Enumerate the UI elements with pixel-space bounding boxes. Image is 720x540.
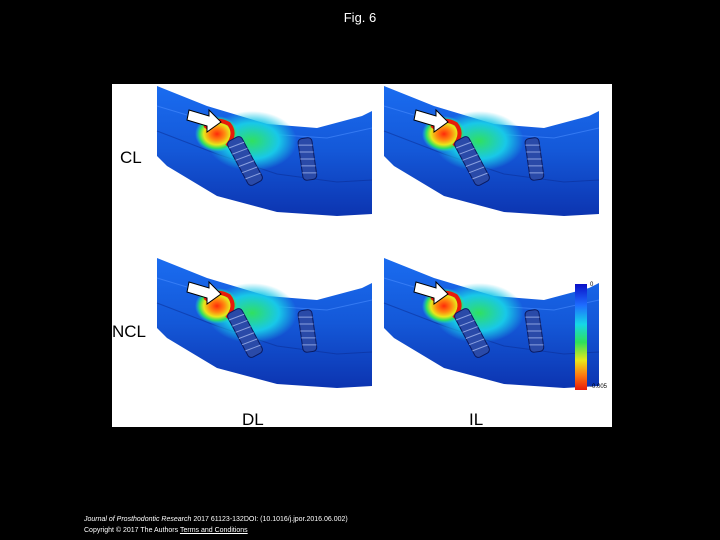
- row-label-cl: CL: [120, 148, 142, 167]
- figure-title: Fig. 6: [343, 10, 377, 25]
- panel-ncl-il: [382, 256, 601, 390]
- citation-line: Journal of Prosthodontic Research 2017 6…: [84, 515, 348, 526]
- terms-link[interactable]: Terms and Conditions: [179, 526, 248, 534]
- colorbar-min-label: -0.005: [590, 384, 608, 390]
- col-label-il: IL: [469, 410, 484, 427]
- citation-details: 2017 61123-132DOI: (10.1016/j.jpor.2016.…: [191, 516, 348, 523]
- row-label-ncl: NCL: [112, 322, 147, 341]
- panel-cl-dl: [155, 84, 374, 218]
- fea-figure-graphic: [155, 84, 601, 390]
- col-label-dl: DL: [242, 410, 264, 427]
- journal-name: Journal of Prosthodontic Research: [84, 516, 192, 523]
- figure-panel: CL NCL DL IL 0 -0.005: [112, 84, 612, 427]
- colorbar-max-label: 0: [590, 282, 594, 288]
- copyright-line: Copyright © 2017 The Authors Terms and C…: [84, 526, 348, 537]
- panel-ncl-dl: [155, 256, 374, 390]
- panel-cl-il: [382, 84, 601, 218]
- citation: Journal of Prosthodontic Research 2017 6…: [84, 515, 348, 537]
- copyright-text: Copyright © 2017 The Authors: [84, 526, 180, 534]
- colorbar: [575, 284, 587, 390]
